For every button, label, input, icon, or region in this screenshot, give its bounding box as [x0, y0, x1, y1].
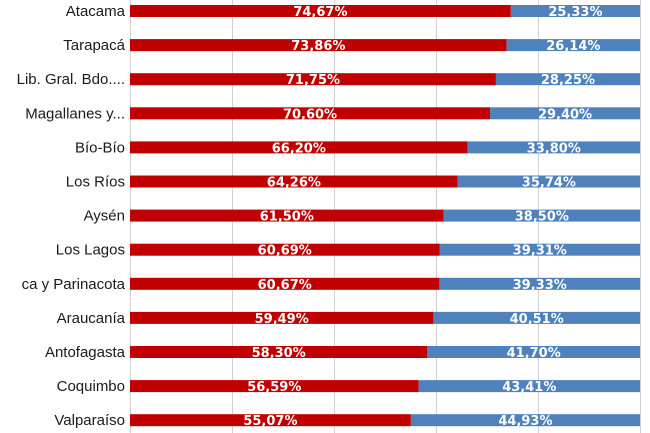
bar-segment-red [130, 5, 511, 17]
category-label: Aysén [84, 208, 125, 225]
data-label: 55,07% [243, 414, 297, 429]
bar-segment-red [130, 107, 491, 120]
bar-segment-blue [410, 414, 640, 427]
data-label: 64,26% [267, 176, 321, 191]
bar-segment-red [130, 380, 419, 393]
data-label: 74,67% [293, 5, 347, 20]
data-label: 60,69% [258, 244, 312, 259]
category-label: Los Ríos [66, 174, 125, 191]
bar-segment-blue [443, 209, 640, 222]
bar-segment-blue [457, 175, 640, 188]
data-label: 39,33% [513, 278, 567, 293]
bar-segment-red [130, 209, 444, 222]
bar-segment-red [130, 346, 428, 358]
bar-segment-red [130, 39, 507, 52]
category-label: Lib. Gral. Bdo.... [17, 71, 125, 88]
bar-segment-blue [510, 5, 640, 17]
bar-segment-blue [467, 141, 640, 154]
data-label: 28,25% [541, 73, 595, 88]
bar-segment-blue [433, 311, 640, 324]
bar-segment-blue [490, 107, 640, 120]
data-label: 70,60% [283, 107, 337, 122]
data-label: 41,70% [507, 346, 561, 361]
bar-segment-blue [439, 243, 640, 256]
category-label: Magallanes y... [25, 105, 125, 122]
bar-segment-red [130, 414, 411, 427]
category-label: Los Lagos [56, 242, 125, 259]
bars [130, 5, 640, 427]
data-label: 73,86% [291, 39, 345, 54]
data-label: 29,40% [538, 107, 592, 122]
category-label: Tarapacá [63, 37, 125, 54]
bar-segment-red [130, 175, 458, 188]
data-label: 40,51% [510, 312, 564, 327]
data-label: 61,50% [260, 210, 314, 225]
bar-segment-red [130, 73, 496, 86]
data-label: 43,41% [502, 380, 556, 395]
data-label: 44,93% [498, 414, 552, 429]
data-label: 59,49% [255, 312, 309, 327]
data-label: 56,59% [247, 380, 301, 395]
bar-segment-red [130, 243, 440, 256]
category-labels: Atacama Tarapacá Lib. Gral. Bdo.... Magalla… [17, 3, 126, 429]
bar-segment-blue [506, 39, 640, 52]
category-label: Valparaíso [54, 412, 125, 429]
bar-segment-red [130, 311, 434, 324]
category-label: Araucanía [57, 310, 126, 327]
bar-segment-blue [427, 346, 640, 358]
data-label: 66,20% [272, 141, 326, 156]
data-label: 71,75% [286, 73, 340, 88]
category-label: Bío-Bío [75, 139, 125, 156]
bar-segment-blue [495, 73, 640, 86]
data-label: 58,30% [252, 346, 306, 361]
bar-segment-blue [418, 380, 640, 393]
bar-segment-red [130, 141, 468, 154]
data-label: 38,50% [515, 210, 569, 225]
bar-segment-blue [439, 277, 640, 290]
data-label: 60,67% [258, 278, 312, 293]
category-label: Antofagasta [45, 344, 126, 361]
data-label: 26,14% [546, 39, 600, 54]
data-label: 35,74% [522, 176, 576, 191]
data-label: 39,31% [513, 244, 567, 259]
category-label: ca y Parinacota [22, 276, 126, 293]
category-label: Atacama [66, 3, 126, 20]
category-label: Coquimbo [57, 378, 125, 395]
data-labels: 74,67% 25,33% 73,86% 26,14% 71,75% 28,25% 70,6… [243, 5, 602, 429]
data-label: 33,80% [527, 141, 581, 156]
bar-segment-red [130, 277, 440, 290]
data-label: 25,33% [548, 5, 602, 20]
